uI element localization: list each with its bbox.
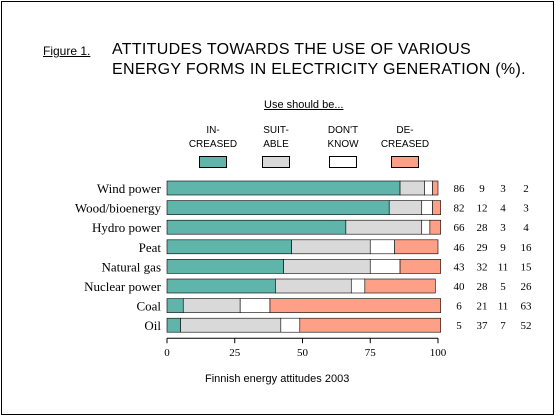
- data-label-wind-power-suitable: 9: [479, 183, 485, 195]
- legend-swatch-suitable: [262, 156, 290, 168]
- bar-peat-suitable: [291, 239, 371, 255]
- category-label-peat: Peat: [139, 240, 162, 255]
- data-label-peat-increased: 46: [454, 242, 466, 254]
- data-label-coal-dont-know: 11: [498, 301, 509, 313]
- bar-wood-bioenergy-dont-know: [421, 200, 433, 215]
- x-tick-label-100: 100: [430, 347, 447, 359]
- data-label-nuclear-power-dont-know: 5: [500, 281, 506, 293]
- data-label-wood-bioenergy-decreased: 3: [523, 203, 529, 215]
- bar-wood-bioenergy-increased: [166, 200, 390, 215]
- data-label-oil-decreased: 52: [521, 320, 532, 332]
- bar-oil-increased: [166, 317, 181, 333]
- legend-label-suitable: SUIT- ABLE: [263, 125, 289, 150]
- legend-label-increased: IN- CREASED: [188, 125, 238, 150]
- legend-label-decreased: DE- CREASED: [380, 125, 430, 150]
- bar-wind-power-dont-know: [424, 180, 433, 196]
- legend-label-dont-know: DON'T KNOW: [327, 125, 359, 150]
- bar-nuclear-power-increased: [166, 278, 276, 294]
- legend-swatch-decreased: [391, 156, 419, 168]
- bar-hydro-power-increased: [166, 219, 347, 235]
- category-label-hydro-power: Hydro power: [92, 220, 162, 235]
- x-tick-label-0: 0: [164, 347, 170, 359]
- bar-peat-dont-know: [369, 239, 395, 255]
- chart-title: ATTITUDES TOWARDS THE USE OF VARIOUS ENE…: [112, 40, 526, 80]
- bar-oil-decreased: [299, 317, 442, 333]
- bar-hydro-power-suitable: [345, 219, 423, 235]
- data-label-wind-power-dont-know: 3: [500, 183, 506, 195]
- legend-item-dont-know: DON'T KNOW: [313, 124, 373, 168]
- data-label-natural-gas-decreased: 15: [521, 261, 533, 273]
- data-label-coal-increased: 6: [456, 301, 462, 313]
- data-label-wind-power-decreased: 2: [523, 183, 529, 195]
- legend-swatch-dont-know: [329, 156, 357, 168]
- bar-natural-gas-increased: [166, 259, 284, 274]
- data-label-peat-dont-know: 9: [500, 242, 506, 254]
- bar-hydro-power-decreased: [429, 219, 442, 235]
- category-label-wood-bioenergy: Wood/bioenergy: [75, 201, 162, 216]
- category-label-nuclear-power: Nuclear power: [84, 279, 162, 294]
- chart-title-line-2: ENERGY FORMS IN ELECTRICITY GENERATION (…: [112, 61, 526, 78]
- legend-item-increased: IN- CREASED: [183, 124, 243, 168]
- bar-wind-power-increased: [166, 180, 401, 196]
- legend-item-decreased: DE- CREASED: [375, 124, 435, 168]
- data-label-natural-gas-increased: 43: [454, 261, 466, 273]
- data-label-coal-suitable: 21: [477, 301, 488, 313]
- data-label-nuclear-power-suitable: 28: [477, 281, 489, 293]
- bar-nuclear-power-suitable: [275, 278, 352, 294]
- data-label-peat-decreased: 16: [521, 242, 533, 254]
- bar-nuclear-power-dont-know: [350, 278, 366, 294]
- data-label-oil-increased: 5: [456, 320, 462, 332]
- legend-swatch-increased: [199, 156, 227, 168]
- x-tick-label-25: 25: [229, 347, 241, 359]
- data-label-hydro-power-decreased: 4: [523, 222, 529, 234]
- bar-coal-decreased: [269, 298, 442, 313]
- bar-coal-increased: [166, 298, 184, 313]
- bar-coal-suitable: [182, 298, 241, 313]
- bar-oil-suitable: [180, 317, 282, 333]
- data-label-wood-bioenergy-suitable: 12: [477, 203, 488, 215]
- figure-label: Figure 1.: [43, 44, 91, 58]
- bar-nuclear-power-decreased: [364, 278, 436, 294]
- chart-title-line-1: ATTITUDES TOWARDS THE USE OF VARIOUS: [112, 41, 471, 58]
- category-label-oil: Oil: [144, 318, 161, 333]
- data-label-coal-decreased: 63: [521, 301, 533, 313]
- bar-wood-bioenergy-decreased: [432, 200, 442, 215]
- data-label-peat-suitable: 29: [477, 242, 489, 254]
- bar-natural-gas-decreased: [399, 259, 442, 274]
- bar-peat-decreased: [394, 239, 439, 255]
- data-label-oil-dont-know: 7: [500, 320, 506, 332]
- bar-wood-bioenergy-suitable: [388, 200, 423, 215]
- legend-item-suitable: SUIT- ABLE: [246, 124, 306, 168]
- data-label-wood-bioenergy-increased: 82: [454, 203, 465, 215]
- data-label-natural-gas-dont-know: 11: [498, 261, 509, 273]
- bar-wind-power-decreased: [432, 180, 439, 196]
- category-label-wind-power: Wind power: [97, 181, 162, 196]
- data-label-hydro-power-dont-know: 3: [500, 222, 506, 234]
- data-label-hydro-power-increased: 66: [454, 222, 466, 234]
- bar-oil-dont-know: [280, 317, 301, 333]
- data-label-hydro-power-suitable: 28: [477, 222, 489, 234]
- category-label-natural-gas: Natural gas: [101, 259, 161, 274]
- data-label-wind-power-increased: 86: [454, 183, 466, 195]
- x-tick-label-50: 50: [297, 347, 309, 359]
- data-label-nuclear-power-decreased: 26: [521, 281, 533, 293]
- bar-peat-increased: [166, 239, 292, 255]
- data-label-natural-gas-suitable: 32: [477, 261, 488, 273]
- bar-coal-dont-know: [239, 298, 271, 313]
- data-label-nuclear-power-increased: 40: [454, 281, 466, 293]
- category-label-coal: Coal: [136, 299, 161, 314]
- x-tick-label-75: 75: [365, 347, 377, 359]
- bar-natural-gas-suitable: [283, 259, 371, 274]
- data-label-wood-bioenergy-dont-know: 4: [500, 203, 506, 215]
- legend-heading: Use should be...: [264, 99, 344, 111]
- bar-hydro-power-dont-know: [421, 219, 431, 235]
- data-label-oil-suitable: 37: [477, 320, 489, 332]
- chart-footer: Finnish energy attitudes 2003: [205, 373, 350, 385]
- bar-wind-power-suitable: [399, 180, 425, 196]
- bar-natural-gas-dont-know: [369, 259, 401, 274]
